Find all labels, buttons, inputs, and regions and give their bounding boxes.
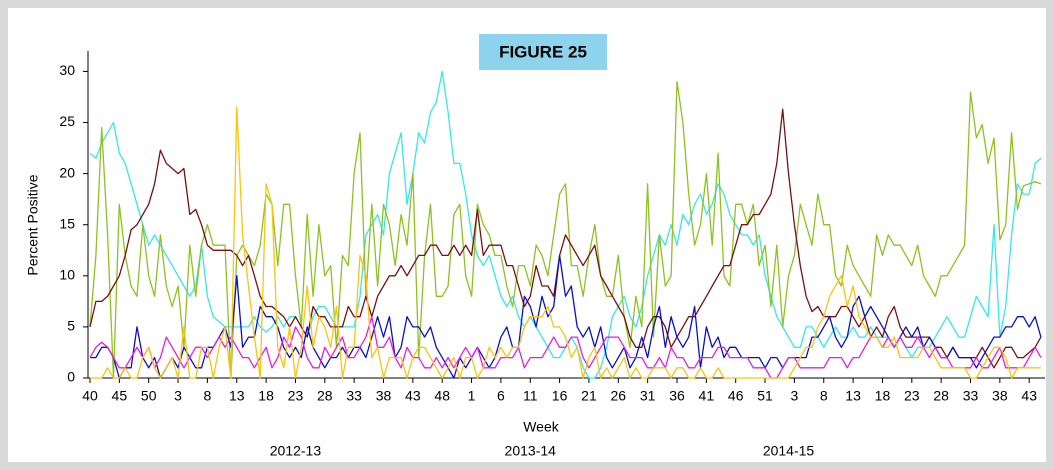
- x-tick-label: 45: [112, 388, 128, 404]
- x-tick-label: 3: [174, 388, 182, 404]
- x-tick-label: 8: [204, 388, 212, 404]
- x-tick-label: 46: [728, 388, 744, 404]
- y-tick-label: 25: [59, 113, 75, 129]
- season-label: 2012-13: [270, 443, 322, 459]
- x-axis-label: Week: [523, 419, 560, 435]
- x-tick-label: 48: [434, 388, 450, 404]
- x-tick-label: 43: [1021, 388, 1037, 404]
- x-tick-label: 18: [875, 388, 891, 404]
- series-line: [90, 106, 1041, 379]
- x-tick-label: 23: [288, 388, 304, 404]
- season-label: 2013-14: [505, 443, 557, 459]
- x-tick-label: 38: [376, 388, 392, 404]
- chart-title: FIGURE 25: [499, 42, 587, 61]
- y-axis-label: Percent Positive: [25, 174, 41, 275]
- x-tick-label: 3: [791, 388, 799, 404]
- x-tick-label: 38: [992, 388, 1008, 404]
- y-tick-label: 30: [59, 62, 75, 78]
- y-tick-label: 10: [59, 267, 75, 283]
- x-tick-label: 6: [497, 388, 505, 404]
- title-box: [479, 34, 607, 70]
- x-tick-label: 16: [552, 388, 568, 404]
- x-tick-label: 8: [820, 388, 828, 404]
- series-line: [90, 254, 1042, 379]
- x-tick-label: 11: [523, 388, 538, 404]
- x-tick-label: 13: [845, 388, 861, 404]
- x-tick-label: 40: [82, 388, 98, 404]
- x-tick-label: 26: [611, 388, 627, 404]
- series-line: [89, 108, 1042, 369]
- x-tick-label: 50: [141, 388, 157, 404]
- x-tick-label: 28: [317, 388, 333, 404]
- y-tick-label: 0: [67, 369, 75, 385]
- x-tick-label: 36: [669, 388, 685, 404]
- y-tick-label: 20: [59, 164, 75, 180]
- x-tick-label: 33: [346, 388, 362, 404]
- x-tick-label: 18: [258, 388, 274, 404]
- y-tick-label: 15: [59, 215, 75, 231]
- x-tick-label: 21: [581, 388, 597, 404]
- x-tick-label: 31: [640, 388, 656, 404]
- x-tick-label: 41: [699, 388, 715, 404]
- x-tick-label: 13: [229, 388, 245, 404]
- x-tick-label: 33: [963, 388, 979, 404]
- x-tick-label: 1: [468, 388, 476, 404]
- x-tick-label: 28: [933, 388, 949, 404]
- panel: [8, 8, 1046, 462]
- y-tick-label: 5: [67, 318, 75, 334]
- x-tick-label: 43: [405, 388, 421, 404]
- x-tick-label: 51: [757, 388, 773, 404]
- x-tick-label: 23: [904, 388, 920, 404]
- season-label: 2014-15: [763, 443, 815, 459]
